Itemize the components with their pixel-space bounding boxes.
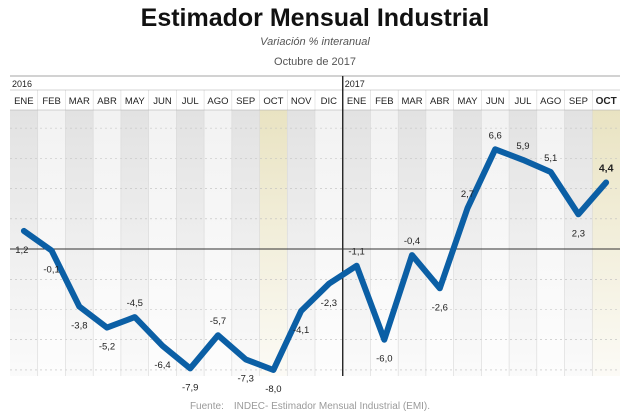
data-label: -8,0 <box>265 384 281 395</box>
month-column-band <box>65 110 94 376</box>
data-label: -2,6 <box>432 302 448 313</box>
data-label: -6,0 <box>376 354 392 365</box>
chart-date: Octubre de 2017 <box>274 56 356 68</box>
month-column-band <box>536 110 565 376</box>
data-label: -4,5 <box>127 298 143 309</box>
month-label: SEP <box>236 96 255 107</box>
month-column-band <box>398 110 426 376</box>
source-text: INDEC- Estimador Mensual Industrial (EMI… <box>233 401 431 412</box>
data-label: -2,3 <box>321 298 337 309</box>
year-label: 2017 <box>345 79 365 89</box>
data-label: 4,4 <box>599 163 614 175</box>
data-label: 1,2 <box>15 245 28 256</box>
series-line <box>20 146 610 373</box>
month-column-band <box>148 110 177 376</box>
month-label: ENE <box>347 96 367 107</box>
data-label: -0,4 <box>404 236 420 247</box>
month-column-band <box>176 110 205 376</box>
month-label: JUL <box>182 96 199 107</box>
year-label: 2016 <box>12 79 32 89</box>
month-label: ENE <box>14 96 34 107</box>
month-label: ABR <box>97 96 117 107</box>
month-label: MAY <box>125 96 146 107</box>
data-label: 6,6 <box>489 130 502 141</box>
month-column-band <box>259 110 288 376</box>
chart-subtitle: Variación % interanual <box>260 36 370 48</box>
month-label: JUL <box>515 96 532 107</box>
data-label: -7,9 <box>182 382 198 393</box>
month-label: OCT <box>263 96 283 107</box>
data-label: 2,3 <box>572 228 585 239</box>
data-label: 2,7 <box>461 189 474 200</box>
month-label: FEB <box>375 96 393 107</box>
month-label: AGO <box>540 96 561 107</box>
data-label: -5,7 <box>210 316 226 327</box>
month-label: MAY <box>458 96 479 107</box>
month-column-band <box>93 110 121 376</box>
month-label: AGO <box>207 96 228 107</box>
month-column-band <box>342 110 371 376</box>
data-label: 5,9 <box>516 141 529 152</box>
data-label: -7,3 <box>237 373 253 384</box>
month-label: OCT <box>596 96 617 107</box>
month-label: MAR <box>401 96 422 107</box>
month-column-band <box>120 110 149 376</box>
source-label: Fuente: <box>189 401 224 412</box>
month-label: DIC <box>321 96 338 107</box>
source-note: Fuente: INDEC- Estimador Mensual Industri… <box>0 401 630 412</box>
month-label: FEB <box>42 96 60 107</box>
month-label: JUN <box>153 96 172 107</box>
month-label: SEP <box>569 96 588 107</box>
data-label: -1,1 <box>348 247 364 258</box>
data-label: -4,1 <box>293 325 309 336</box>
data-label: -0,1 <box>43 265 59 276</box>
chart-title: Estimador Mensual Industrial <box>140 4 490 32</box>
month-label: NOV <box>291 96 312 107</box>
month-column-band <box>315 110 343 376</box>
month-label: JUN <box>486 96 505 107</box>
month-label: ABR <box>430 96 450 107</box>
chart: 2016 2017 ENE FEB MAR ABR MAY JUN JUL AGO SEP OCT NO… <box>10 75 620 395</box>
month-column-band <box>425 110 454 376</box>
data-label: -3,8 <box>71 320 87 331</box>
month-column-band <box>564 110 593 376</box>
month-label: MAR <box>69 96 90 107</box>
month-column-band <box>10 110 38 376</box>
month-column-band <box>204 110 232 376</box>
data-label: -5,2 <box>99 342 115 353</box>
data-label: -6,4 <box>154 360 170 371</box>
month-column-band <box>231 110 260 376</box>
month-column-band <box>592 110 620 376</box>
data-label: 5,1 <box>544 153 557 164</box>
